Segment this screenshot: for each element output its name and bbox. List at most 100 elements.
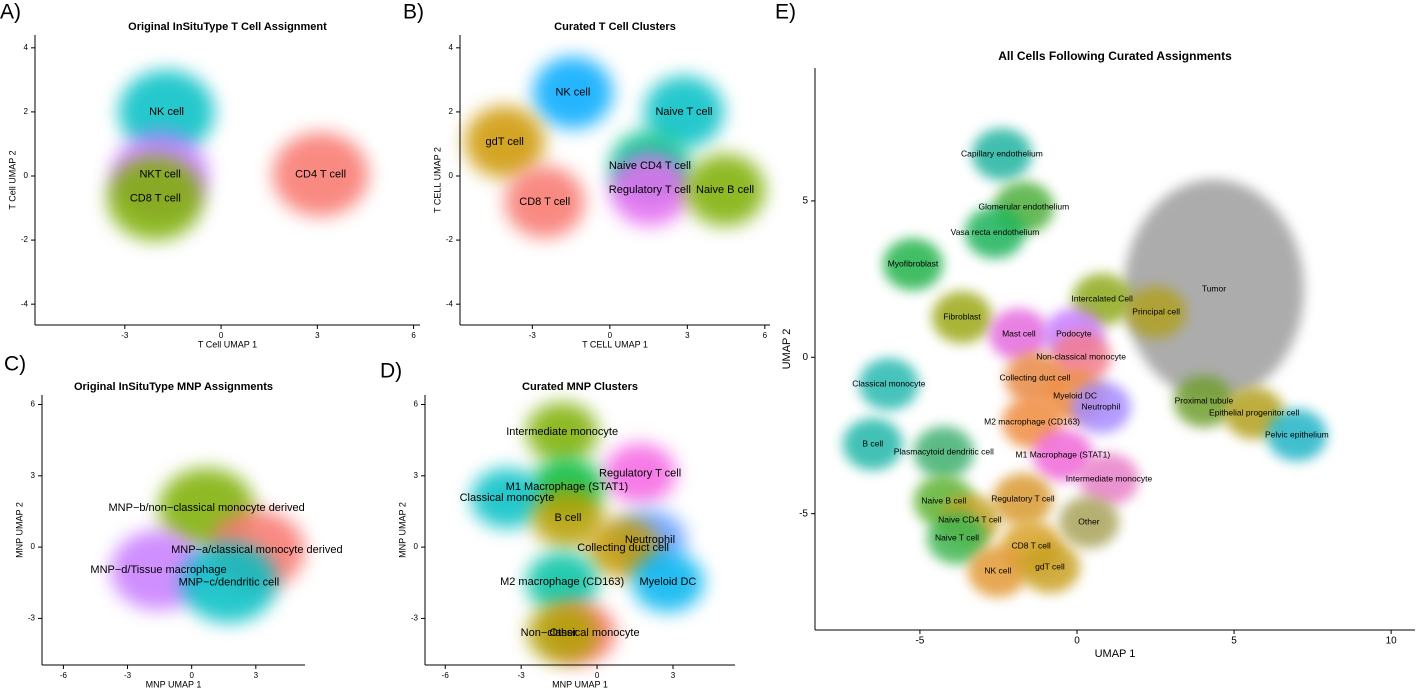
x-axis-label: MNP UMAP 1 <box>146 679 202 689</box>
y-tick-label: -2 <box>446 235 454 244</box>
x-axis-label: T CELL UMAP 1 <box>582 339 648 349</box>
cluster-label: Naive B cell <box>696 184 754 196</box>
cluster-cloud <box>643 75 724 148</box>
cluster-cloud <box>1123 179 1304 400</box>
panel-title: Original InSituType T Cell Assignment <box>128 21 327 33</box>
cluster-label: B cell <box>862 438 883 448</box>
cluster-cloud <box>107 156 204 241</box>
x-tick-label: 10 <box>1386 636 1398 647</box>
cluster-cloud <box>992 473 1053 526</box>
cell-clouds <box>110 468 305 623</box>
cluster-cloud <box>967 545 1028 598</box>
x-tick-label: -6 <box>442 671 450 680</box>
cluster-label: Principal cell <box>1132 307 1180 317</box>
cluster-label: Neutrophil <box>1081 402 1120 412</box>
cluster-cloud <box>1032 429 1093 482</box>
cluster-cloud <box>604 443 677 504</box>
x-tick-label: 3 <box>671 671 676 680</box>
cluster-cloud <box>965 206 1025 259</box>
cluster-cloud <box>971 128 1032 181</box>
x-tick-label: -3 <box>529 331 537 340</box>
y-axis-label: MNP UMAP 2 <box>397 502 407 558</box>
cluster-label: Fibroblast <box>943 312 981 322</box>
cluster-label: Pelvic epithelium <box>1265 429 1329 439</box>
y-tick-label: 6 <box>414 400 419 409</box>
panel-title: Original InSituType MNP Assignments <box>74 381 273 393</box>
y-tick-label: 0 <box>414 542 419 551</box>
cluster-label: Naive T cell <box>655 106 712 118</box>
cluster-label: MNP−b/non−classical monocyte derived <box>109 502 305 514</box>
cluster-cloud <box>118 69 215 154</box>
cluster-cloud <box>272 132 369 217</box>
x-axis-label: UMAP 1 <box>1095 648 1136 660</box>
cluster-label: Plasmacytoid dendritic cell <box>894 447 994 457</box>
cluster-cloud <box>470 468 543 529</box>
cluster-cloud <box>526 402 599 463</box>
cell-clouds <box>842 128 1327 598</box>
cluster-label: NK cell <box>984 565 1011 575</box>
cluster-label: MNP−a/classical monocyte derived <box>171 544 343 556</box>
panel-letter: E) <box>775 1 796 24</box>
cluster-label: MNP−d/Tissue macrophage <box>90 564 226 576</box>
cluster-label: Other <box>549 627 577 639</box>
x-tick-label: -3 <box>518 671 526 680</box>
x-tick-label: 5 <box>1231 636 1237 647</box>
cluster-label: M1 Macrophage (STAT1) <box>1016 449 1111 459</box>
cluster-label: Classical monocyte <box>852 378 925 388</box>
cluster-cloud <box>180 542 277 623</box>
y-tick-label: -2 <box>21 235 29 244</box>
y-tick-label: 0 <box>802 352 808 363</box>
cluster-cloud <box>532 56 613 129</box>
x-tick-label: 3 <box>685 331 690 340</box>
cluster-label: B cell <box>555 512 582 524</box>
y-tick-label: -5 <box>799 508 808 519</box>
x-axis-label: MNP UMAP 1 <box>552 679 608 689</box>
y-tick-label: -3 <box>28 614 36 623</box>
cluster-label: Podocyte <box>1056 329 1092 339</box>
cluster-label: Tumor <box>1202 284 1226 294</box>
cluster-label: CD4 T cell <box>295 168 346 180</box>
cluster-label: Naive CD4 T cell <box>938 514 1002 524</box>
y-axis-label: UMAP 2 <box>781 329 793 370</box>
y-tick-label: 3 <box>31 471 36 480</box>
cluster-cloud <box>913 426 974 479</box>
y-axis-label: T CELL UMAP 2 <box>432 147 442 213</box>
y-tick-label: 2 <box>24 107 29 116</box>
panel-title: Curated MNP Clusters <box>522 381 638 393</box>
cluster-label: Regulatory T cell <box>991 494 1055 504</box>
cluster-cloud <box>858 358 919 411</box>
x-tick-label: 0 <box>595 671 600 680</box>
x-tick-label: -3 <box>124 671 132 680</box>
x-axis-label: T Cell UMAP 1 <box>198 339 257 349</box>
cluster-label: NK cell <box>149 106 184 118</box>
cluster-label: Non-classical monocyte <box>1036 352 1126 362</box>
cluster-cloud <box>504 165 585 238</box>
cluster-cloud <box>631 552 704 613</box>
cluster-cloud <box>526 552 599 613</box>
x-tick-label: -5 <box>915 636 924 647</box>
cluster-cloud <box>1058 496 1119 549</box>
cluster-label: M2 macrophage (CD163) <box>984 417 1080 427</box>
x-tick-label: -3 <box>121 331 129 340</box>
x-tick-label: -6 <box>60 671 68 680</box>
cluster-label: CD8 T cell <box>519 196 570 208</box>
y-axis-label: MNP UMAP 2 <box>14 502 24 558</box>
x-tick-label: 0 <box>189 671 194 680</box>
x-tick-label: 3 <box>254 671 259 680</box>
cluster-label: Naive CD4 T cell <box>609 160 691 172</box>
cluster-label: gdT cell <box>486 136 524 148</box>
panel-letter: C) <box>4 353 26 376</box>
y-tick-label: 6 <box>31 400 36 409</box>
cluster-label: Regulatory T cell <box>599 467 681 479</box>
cluster-label: Intermediate monocyte <box>1066 474 1153 484</box>
panel-title: Curated T Cell Clusters <box>554 21 676 33</box>
y-tick-label: 4 <box>24 43 29 52</box>
cluster-label: Classical monocyte <box>460 492 555 504</box>
cluster-cloud <box>1173 375 1234 428</box>
cluster-label: Collecting duct cell <box>999 372 1070 382</box>
cluster-label: Glomerular endothelium <box>979 202 1070 212</box>
cluster-label: M1 Macrophage (STAT1) <box>506 481 628 493</box>
cluster-cloud <box>527 602 600 663</box>
cluster-cloud <box>531 488 604 549</box>
